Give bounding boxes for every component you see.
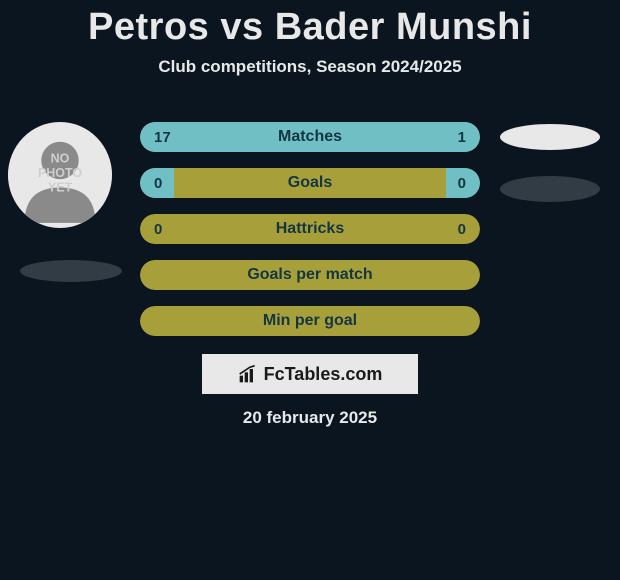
player-right-shadow-bottom xyxy=(500,176,600,202)
bar-value-right: 0 xyxy=(458,175,466,192)
bar-label: Goals xyxy=(140,174,480,192)
no-photo-icon: NO PHOTO YET xyxy=(8,122,112,228)
bar-value-left: 0 xyxy=(154,221,162,238)
svg-text:YET: YET xyxy=(48,181,73,195)
stat-bar: Hattricks0 0 xyxy=(140,214,480,244)
bar-value-right: 0 xyxy=(458,221,466,238)
bar-label: Matches xyxy=(140,128,480,146)
bar-value-right: 1 xyxy=(458,129,466,146)
bar-label: Goals per match xyxy=(140,266,480,284)
player-right-shadow-top xyxy=(500,124,600,150)
bar-label: Min per goal xyxy=(140,312,480,330)
player-left-shadow xyxy=(20,260,122,282)
fctables-logo[interactable]: FcTables.com xyxy=(202,354,418,394)
svg-text:PHOTO: PHOTO xyxy=(38,166,82,180)
stat-bar: Min per goal xyxy=(140,306,480,336)
svg-text:NO: NO xyxy=(51,152,70,166)
comparison-bars: Matches171Goals00Hattricks00Goals per ma… xyxy=(140,122,480,352)
chart-icon xyxy=(238,364,258,384)
stat-bar: Goals per match xyxy=(140,260,480,290)
bar-value-left: 17 xyxy=(154,129,171,146)
player-left-avatar: NO PHOTO YET xyxy=(8,122,112,228)
page-title: Petros vs Bader Munshi xyxy=(0,0,620,49)
bar-label: Hattricks xyxy=(140,220,480,238)
date-label: 20 february 2025 xyxy=(0,408,620,428)
bar-value-left: 0 xyxy=(154,175,162,192)
logo-text: FcTables.com xyxy=(264,364,383,385)
stat-bar: Goals0 0 xyxy=(140,168,480,198)
subtitle: Club competitions, Season 2024/2025 xyxy=(0,57,620,77)
stat-bar: Matches17 1 xyxy=(140,122,480,152)
